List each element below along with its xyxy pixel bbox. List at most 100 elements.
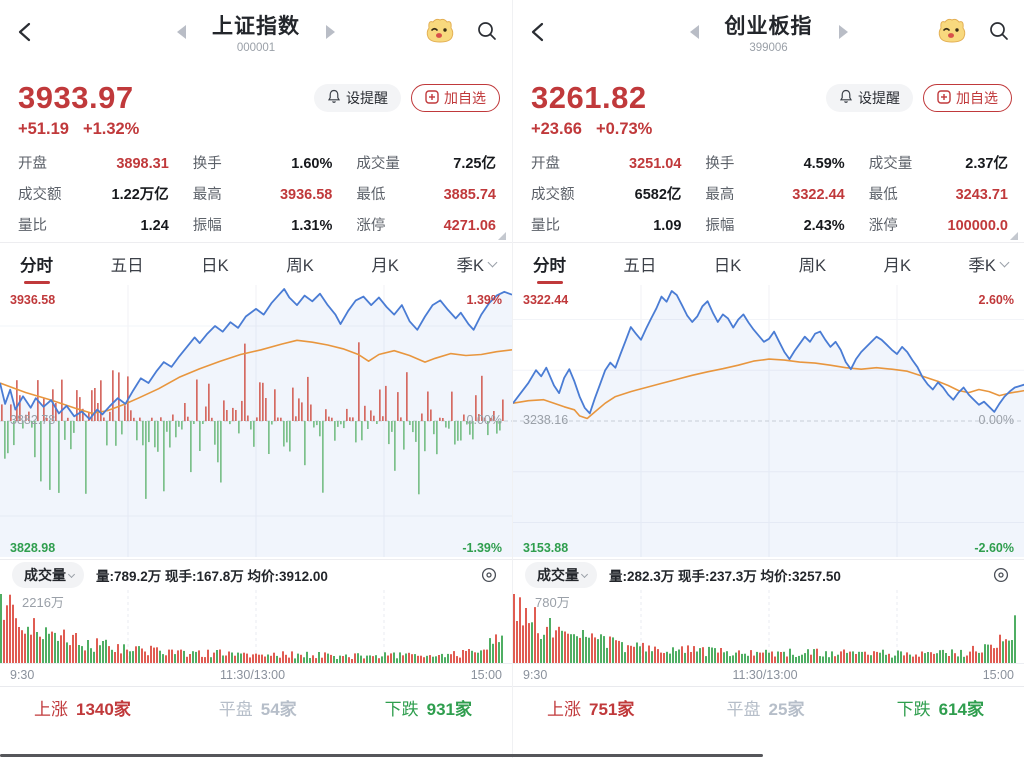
index-price: 3261.82 xyxy=(531,80,647,115)
chart-low-label: 3828.98 xyxy=(10,541,56,555)
add-watchlist-label: 加自选 xyxy=(444,90,486,106)
add-watchlist-button[interactable]: 加自选 xyxy=(923,84,1012,112)
stat-value: 1.60% xyxy=(291,156,333,172)
chart-zero-pct-label: 0.00% xyxy=(466,413,502,427)
tab-weekly-k[interactable]: 周K xyxy=(798,257,827,275)
set-alert-button[interactable]: 设提醒 xyxy=(314,84,401,112)
period-tabs: 分时 五日 日K 周K 月K 季K xyxy=(0,243,512,285)
stat-value: 2.43% xyxy=(803,218,845,234)
prev-index-icon[interactable] xyxy=(177,25,186,39)
stat-value: 3243.71 xyxy=(955,187,1008,203)
tab-minute[interactable]: 分时 xyxy=(20,252,53,276)
back-icon[interactable] xyxy=(529,22,549,47)
search-icon[interactable] xyxy=(988,20,1010,47)
page-title: 上证指数 xyxy=(212,15,300,38)
stat-label: 换手 xyxy=(705,156,735,172)
chevron-down-icon xyxy=(67,570,76,578)
assistant-mascot-icon[interactable] xyxy=(424,16,456,51)
search-icon[interactable] xyxy=(476,20,498,47)
tab-daily-k[interactable]: 日K xyxy=(201,257,229,275)
decliners: 下跌 931家 xyxy=(384,699,472,719)
advancers: 上涨 751家 xyxy=(547,699,635,719)
volume-chart[interactable]: 780万 xyxy=(513,590,1024,664)
add-watchlist-label: 加自选 xyxy=(956,90,998,106)
tick-midday: 11:30/13:00 xyxy=(219,668,286,682)
prev-index-icon[interactable] xyxy=(689,25,699,39)
stat-value: 100000.0 xyxy=(947,218,1008,234)
index-code: 399006 xyxy=(749,42,788,54)
plus-box-icon xyxy=(937,89,951,107)
tab-five-day[interactable]: 五日 xyxy=(623,257,657,275)
intraday-chart[interactable]: 3936.58 1.39% 3882.78 0.00% 3828.98 -1.3… xyxy=(0,285,512,559)
divider xyxy=(513,242,1024,243)
chart-low-pct-label: -2.60% xyxy=(974,541,1014,555)
stat-label: 成交额 xyxy=(18,187,62,203)
tab-weekly-k[interactable]: 周K xyxy=(286,257,314,275)
tab-daily-k[interactable]: 日K xyxy=(713,257,742,275)
divider xyxy=(513,559,1024,560)
page-title: 创业板指 xyxy=(724,15,813,38)
tab-minute[interactable]: 分时 xyxy=(533,252,566,276)
stat-label: 涨停 xyxy=(868,218,898,234)
tab-quarter-k[interactable]: 季K xyxy=(456,252,498,276)
stat-value: 1.09 xyxy=(653,218,682,234)
expand-stats-handle[interactable] xyxy=(498,232,506,240)
divider xyxy=(513,686,1024,687)
assistant-mascot-icon[interactable] xyxy=(936,16,968,51)
tab-monthly-k[interactable]: 月K xyxy=(371,257,399,275)
chevron-down-icon xyxy=(487,257,498,268)
back-icon[interactable] xyxy=(16,22,36,47)
volume-indicator-selector[interactable]: 成交量 xyxy=(525,562,597,588)
index-panel-chinext: 创业板指 399006 3 xyxy=(512,0,1024,758)
unchanged: 平盘 25家 xyxy=(726,699,805,719)
stat-label: 量比 xyxy=(18,218,47,234)
bell-icon xyxy=(327,89,341,107)
volume-indicator-selector[interactable]: 成交量 xyxy=(12,562,84,588)
expand-stats-handle[interactable] xyxy=(1010,232,1018,240)
stat-value: 3936.58 xyxy=(279,187,333,203)
market-breadth: 上涨 1340家 平盘 54家 下跌 931家 xyxy=(0,687,512,727)
stat-value: 3898.31 xyxy=(116,156,169,172)
next-index-icon[interactable] xyxy=(838,25,848,39)
stat-label: 成交量 xyxy=(868,156,913,172)
unchanged: 平盘 54家 xyxy=(218,699,297,719)
app-bar: 上证指数 000001 xyxy=(0,0,512,72)
volume-detail: 量:789.2万 现手:167.8万 均价:3912.00 xyxy=(96,569,328,584)
tick-midday: 11:30/13:00 xyxy=(732,668,798,682)
tab-monthly-k[interactable]: 月K xyxy=(883,257,912,275)
stat-label: 涨停 xyxy=(356,218,386,234)
add-watchlist-button[interactable]: 加自选 xyxy=(411,84,500,112)
chart-high-label: 3322.44 xyxy=(523,293,569,307)
set-alert-label: 设提醒 xyxy=(346,90,388,106)
plus-box-icon xyxy=(425,89,439,107)
volume-scale-label: 2216万 xyxy=(22,595,64,610)
decliners: 下跌 614家 xyxy=(896,699,984,719)
chart-high-pct-label: 2.60% xyxy=(978,293,1014,307)
tick-open: 9:30 xyxy=(523,668,548,682)
stat-value: 1.24 xyxy=(140,218,169,234)
next-index-icon[interactable] xyxy=(326,25,335,39)
chart-prevclose-label: 3882.78 xyxy=(10,413,56,427)
stat-value: 6582亿 xyxy=(634,187,682,203)
chevron-down-icon xyxy=(580,570,589,578)
chart-zero-pct-label: 0.00% xyxy=(978,413,1014,427)
intraday-chart[interactable]: 3322.44 2.60% 3238.16 0.00% 3153.88 -2.6… xyxy=(513,285,1024,559)
stat-label: 开盘 xyxy=(18,156,47,172)
tab-quarter-k[interactable]: 季K xyxy=(968,252,1010,276)
stat-label: 换手 xyxy=(192,156,222,172)
volume-detail: 量:282.3万 现手:237.3万 均价:3257.50 xyxy=(609,569,841,584)
volume-chart[interactable]: 2216万 xyxy=(0,590,512,664)
stat-value: 4.59% xyxy=(803,156,845,172)
tab-five-day[interactable]: 五日 xyxy=(110,257,144,275)
stat-value: 2.37亿 xyxy=(965,156,1008,172)
settings-gear-icon[interactable] xyxy=(992,566,1010,584)
chart-high-label: 3936.58 xyxy=(10,293,56,307)
stat-value: 3885.74 xyxy=(443,187,496,203)
index-price: 3933.97 xyxy=(18,80,134,115)
tick-close: 15:00 xyxy=(470,668,502,682)
market-breadth: 上涨 751家 平盘 25家 下跌 614家 xyxy=(513,687,1024,727)
stat-value: 3251.04 xyxy=(629,156,682,172)
stat-label: 振幅 xyxy=(192,218,222,234)
settings-gear-icon[interactable] xyxy=(480,566,498,584)
set-alert-button[interactable]: 设提醒 xyxy=(826,84,913,112)
